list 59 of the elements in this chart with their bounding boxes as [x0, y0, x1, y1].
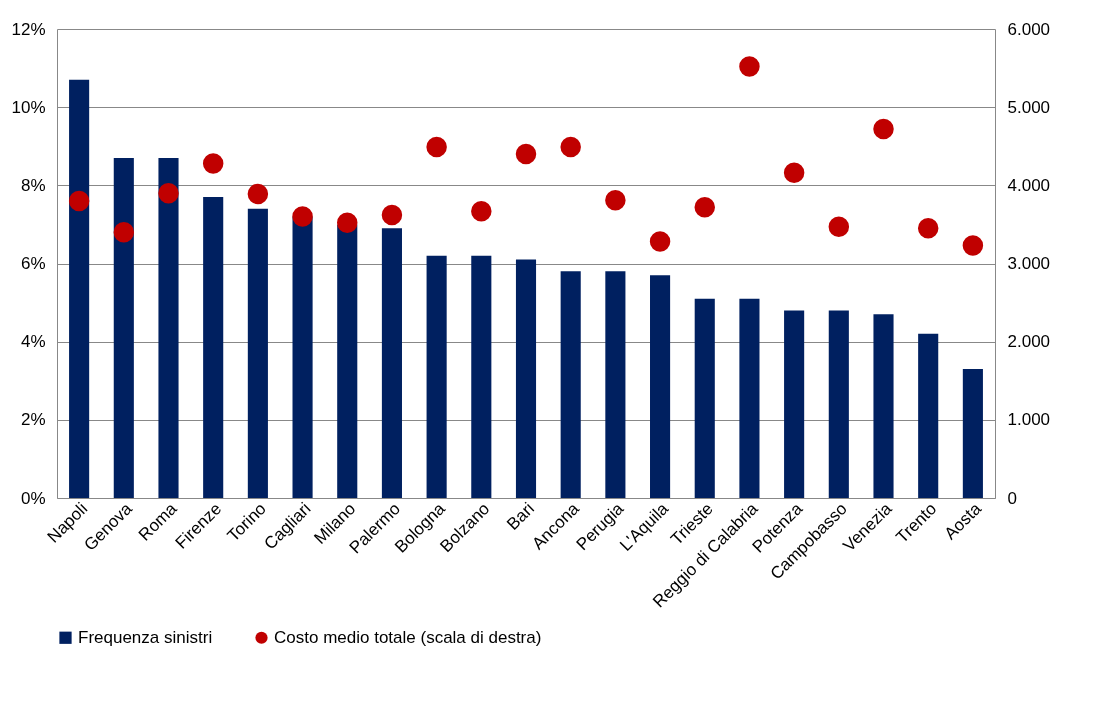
point [68, 190, 90, 212]
bar [203, 197, 224, 498]
y2-tick-label: 0 [1007, 488, 1017, 508]
y-tick-label: 8% [20, 175, 46, 195]
y2-tick-label: 4.000 [1007, 175, 1051, 195]
bar [426, 255, 447, 498]
y-tick-label: 4% [20, 332, 46, 352]
y2-tick-label: 1.000 [1007, 410, 1051, 430]
y-tick-label: 12% [11, 19, 46, 39]
bar [605, 271, 626, 498]
bar [113, 157, 134, 498]
y-tick-label: 10% [11, 97, 46, 117]
y-tick-label: 0% [20, 488, 46, 508]
point [962, 235, 984, 256]
bar [292, 216, 313, 498]
bar [158, 157, 179, 498]
bar [69, 79, 90, 498]
bar [784, 310, 805, 498]
point [202, 153, 224, 174]
bar [471, 255, 492, 498]
point [113, 222, 135, 243]
y2-tick-label: 6.000 [1007, 19, 1051, 39]
bar [650, 275, 671, 498]
bar [381, 228, 402, 498]
point [426, 136, 447, 158]
point [739, 56, 760, 77]
bar [515, 259, 537, 498]
point [649, 231, 671, 252]
bar [247, 208, 268, 498]
point [873, 118, 894, 140]
y-tick-label: 2% [20, 410, 46, 430]
point [337, 212, 358, 234]
bar [962, 369, 983, 498]
bar [828, 310, 849, 498]
point [247, 183, 269, 205]
point [158, 182, 179, 204]
bar [694, 298, 715, 498]
point [515, 143, 537, 165]
point [381, 204, 403, 226]
point [783, 162, 805, 184]
point [694, 196, 715, 218]
point [605, 189, 626, 211]
point [560, 136, 581, 158]
legend-label: Costo medio totale (scala di destra) [274, 627, 542, 647]
y2-tick-label: 2.000 [1007, 332, 1051, 352]
point [917, 218, 939, 239]
x-tick-label: Bari [503, 499, 539, 534]
point [828, 216, 850, 237]
legend-label: Frequenza sinistri [78, 627, 213, 647]
y2-tick-label: 5.000 [1007, 97, 1051, 117]
bar [337, 224, 358, 498]
point [292, 206, 313, 227]
bar [873, 314, 894, 498]
bar [739, 298, 760, 498]
bar [918, 333, 939, 498]
bar [560, 271, 581, 498]
y2-tick-label: 3.000 [1007, 254, 1051, 273]
point [471, 200, 492, 222]
y-tick-label: 6% [20, 254, 46, 273]
